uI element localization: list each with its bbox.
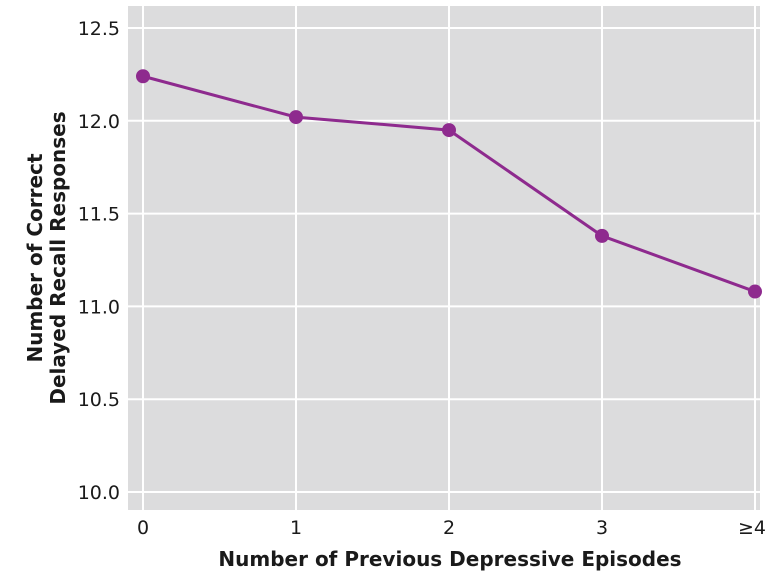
data-point: [442, 123, 456, 138]
y-axis-title-line-1: Number of Correct: [23, 153, 47, 362]
x-tick-label: 1: [290, 517, 302, 539]
data-point: [595, 228, 609, 243]
y-tick-label: 12.5: [78, 18, 120, 40]
plot-background: [128, 6, 760, 510]
data-point: [136, 69, 150, 84]
y-tick-label: 10.0: [78, 482, 120, 504]
x-tick-label: ≥4: [738, 517, 765, 539]
y-tick-label: 11.0: [78, 296, 120, 318]
x-tick-labels: 0 1 2 3 ≥4: [137, 517, 765, 539]
grid-lines: [128, 6, 760, 510]
y-axis-title: Number of Correct Delayed Recall Respons…: [23, 111, 70, 404]
data-points: [136, 69, 762, 299]
x-tick-label: 0: [137, 517, 149, 539]
y-tick-label: 11.5: [78, 204, 120, 226]
data-point: [748, 284, 762, 299]
y-axis-title-line-2: Delayed Recall Responses: [46, 111, 70, 404]
y-tick-label: 10.5: [78, 389, 120, 411]
x-tick-label: 3: [596, 517, 608, 539]
data-point: [289, 110, 303, 125]
x-axis-title: Number of Previous Depressive Episodes: [218, 547, 681, 571]
y-tick-label: 12.0: [78, 111, 120, 133]
x-tick-label: 2: [443, 517, 455, 539]
y-tick-labels: 10.0 10.5 11.0 11.5 12.0 12.5: [78, 18, 120, 504]
